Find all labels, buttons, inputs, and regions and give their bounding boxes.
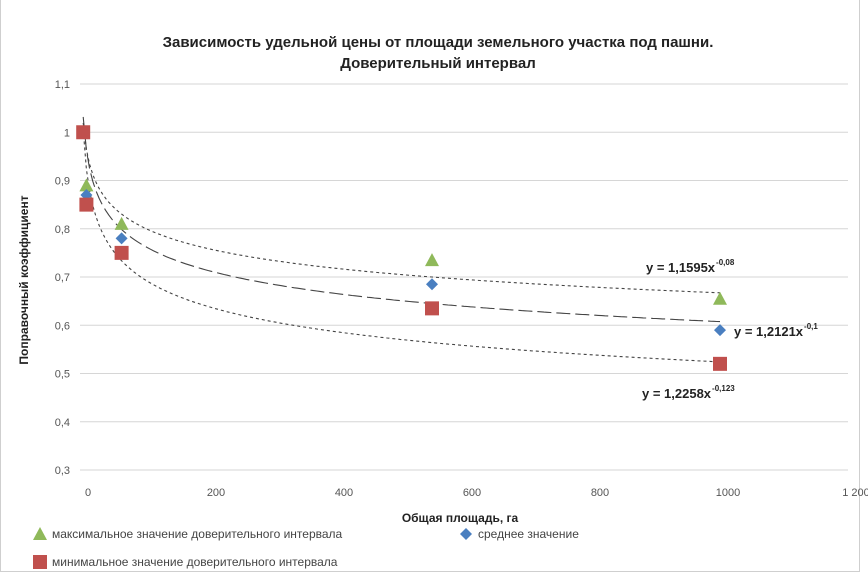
trend-equation-label: y = 1,2258x	[642, 386, 712, 401]
data-point	[713, 291, 727, 305]
trendlines	[82, 116, 721, 363]
x-tick-labels: 0 200 400 600 800 1000 1 200	[85, 487, 868, 499]
trend-equation-exponent: -0,08	[716, 258, 735, 267]
trendline	[82, 122, 721, 294]
chart-subtitle: Доверительный интервал	[340, 55, 536, 72]
y-tick-label: 0,8	[55, 224, 70, 236]
gridlines	[80, 83, 848, 471]
trend-equation-label: y = 1,2121x	[734, 324, 804, 339]
x-axis-title: Общая площадь, га	[402, 511, 519, 525]
legend-label: среднее значение	[478, 527, 579, 541]
y-tick-labels: 0,3 0,4 0,5 0,6 0,7 0,8 0,9 1 1,1	[55, 79, 70, 477]
trend-equations: y = 1,1595x -0,08 y = 1,2121x -0,1 y = 1,225…	[642, 258, 818, 401]
data-point	[79, 197, 94, 212]
x-tick-label: 800	[591, 487, 609, 499]
y-tick-label: 0,5	[55, 369, 70, 381]
y-tick-label: 1,1	[55, 79, 70, 91]
trendline	[82, 129, 721, 363]
y-tick-label: 0,9	[55, 176, 70, 188]
legend: максимальное значение доверительного инт…	[33, 527, 579, 569]
legend-label: максимальное значение доверительного инт…	[52, 527, 343, 541]
trend-equation-exponent: -0,1	[804, 322, 818, 331]
data-point	[425, 253, 439, 267]
y-tick-label: 0,3	[55, 465, 70, 477]
y-tick-label: 0,4	[55, 417, 70, 429]
trend-equation-exponent: -0,123	[712, 384, 735, 393]
data-points	[76, 125, 727, 371]
data-point	[425, 301, 439, 316]
data-point	[76, 125, 91, 140]
legend-label: минимальное значение доверительного инте…	[52, 555, 338, 569]
data-point	[114, 245, 129, 260]
data-point	[713, 356, 727, 371]
data-point	[714, 324, 726, 337]
trendline	[82, 116, 721, 323]
x-tick-label: 0	[85, 487, 91, 499]
y-tick-label: 0,7	[55, 272, 70, 284]
data-point	[426, 278, 438, 291]
data-point	[114, 216, 129, 230]
legend-marker	[33, 527, 47, 540]
y-axis-title: Поправочный коэффициент	[17, 195, 31, 364]
x-tick-label: 600	[463, 487, 481, 499]
x-tick-label: 200	[207, 487, 225, 499]
legend-marker	[460, 528, 472, 540]
x-tick-label: 1 200	[842, 487, 868, 499]
chart-title: Зависимость удельной цены от площади зем…	[163, 34, 714, 51]
trend-equation-label: y = 1,1595x	[646, 260, 716, 275]
data-point	[79, 178, 94, 192]
x-tick-label: 1000	[716, 487, 740, 499]
y-tick-label: 0,6	[55, 320, 70, 332]
x-tick-label: 400	[335, 487, 353, 499]
data-point	[115, 232, 128, 245]
y-tick-label: 1	[64, 127, 70, 139]
legend-marker	[33, 555, 47, 569]
